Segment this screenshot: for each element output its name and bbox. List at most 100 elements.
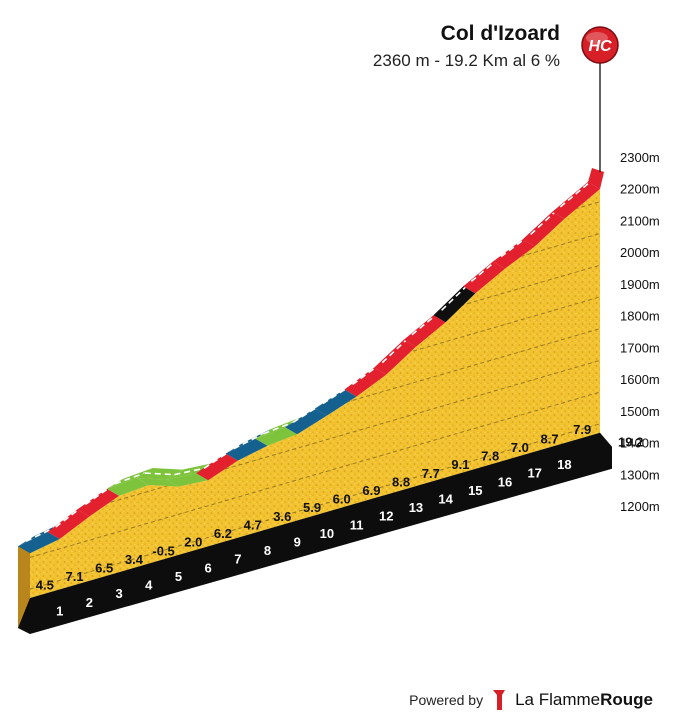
km-marker: 14 xyxy=(438,491,453,506)
gradient-band-front xyxy=(107,478,149,496)
gradient-percent-label: 7.0 xyxy=(511,440,529,455)
gradient-percent-label: 4.5 xyxy=(36,578,54,593)
km-marker: 1 xyxy=(56,603,63,618)
gradient-band-front xyxy=(522,211,565,247)
gradient-band-front xyxy=(344,367,387,397)
gradient-percent-label: 7.7 xyxy=(422,466,440,481)
gradient-band-front xyxy=(374,339,416,375)
elevation-tick-label: 2300m xyxy=(620,150,660,165)
gradient-band-front xyxy=(196,453,238,481)
gradient-percent-label: 7.1 xyxy=(65,569,83,584)
climb-title: Col d'Izoard xyxy=(440,22,560,45)
gradient-percent-label: 8.8 xyxy=(392,474,410,489)
elevation-gridline xyxy=(30,359,600,527)
elevation-tick-label: 2100m xyxy=(620,213,660,228)
elevation-tick-label: 1700m xyxy=(620,340,660,355)
gradient-band-cap xyxy=(588,168,604,190)
km-marker: 3 xyxy=(115,586,122,601)
gradient-percent-label: 6.5 xyxy=(95,560,113,575)
powered-by-label: Powered by xyxy=(409,692,484,708)
km-marker: 15 xyxy=(468,483,482,498)
gradient-band-front xyxy=(136,478,179,487)
elevation-tick-label: 1400m xyxy=(620,436,660,451)
gradient-band-front xyxy=(255,427,298,446)
final-distance-label: 19.2 xyxy=(618,435,643,450)
gradient-band-front xyxy=(285,408,327,435)
gradient-percent-label: 2.0 xyxy=(184,535,202,550)
km-marker: 2 xyxy=(86,595,93,610)
gradient-percent-label: 6.2 xyxy=(214,526,232,541)
km-marker: 6 xyxy=(205,560,212,575)
km-marker: 8 xyxy=(264,543,271,558)
gradient-band-front xyxy=(47,509,90,539)
gradient-band-front xyxy=(18,531,60,554)
km-marker: 4 xyxy=(145,578,153,593)
gradient-band-front xyxy=(552,182,600,219)
gradient-band-dash xyxy=(233,432,264,450)
gradient-band-dash xyxy=(559,176,597,208)
gradient-band-front xyxy=(493,239,535,269)
distance-base-bar xyxy=(18,432,612,634)
badge-circle xyxy=(581,26,619,64)
km-marker: 17 xyxy=(527,466,541,481)
gradient-percent-label: 7.8 xyxy=(481,449,499,464)
gradient-percent-label: 4.7 xyxy=(244,517,262,532)
climb-summary: 2360 m - 19.2 Km al 6 % xyxy=(372,51,560,70)
distance-base-bar-shape xyxy=(18,432,612,634)
badge-shine xyxy=(586,32,608,44)
footer-credit: Powered by La FlammeRouge xyxy=(409,686,653,714)
gradient-band-front xyxy=(403,315,446,347)
gradient-band-dash xyxy=(144,472,175,476)
gradient-band-dash xyxy=(114,472,146,485)
elevation-tick-label: 1900m xyxy=(620,277,660,292)
gradient-percent-label: -0.5 xyxy=(152,543,174,558)
gradient-percent-label: 3.4 xyxy=(125,552,144,567)
gradient-band-front xyxy=(225,438,268,461)
km-marker: 10 xyxy=(320,526,334,541)
brand-name[interactable]: La FlammeRouge xyxy=(515,690,653,710)
category-badge-marker: HC xyxy=(581,26,619,173)
gradient-band-front xyxy=(77,488,120,517)
km-marker: 12 xyxy=(379,509,393,524)
gradient-band-front xyxy=(314,389,357,416)
gradient-percent-label: 5.9 xyxy=(303,500,321,515)
elevation-tick-label: 2000m xyxy=(620,245,660,260)
gradient-band-dash xyxy=(203,447,235,469)
km-marker: 16 xyxy=(498,474,512,489)
flame-logo-icon xyxy=(493,690,506,710)
gradient-band-layer xyxy=(18,168,604,554)
elevation-tick-label: 1300m xyxy=(620,467,660,482)
elevation-tick-label: 1500m xyxy=(620,404,660,419)
elevation-tick-label: 2200m xyxy=(620,182,660,197)
brand-name-light: La Flamme xyxy=(515,690,601,709)
km-marker: 7 xyxy=(234,552,241,567)
gradient-percent-label: 8.7 xyxy=(540,431,558,446)
elevation-gridline xyxy=(30,391,600,558)
chart-labels-layer: 12345678910111213141516171819.24.57.16.5… xyxy=(36,150,660,618)
km-marker: 5 xyxy=(175,569,182,584)
gradient-percent-label: 3.6 xyxy=(273,509,291,524)
gradient-band-front xyxy=(166,473,209,487)
km-marker: 13 xyxy=(409,500,423,515)
gradient-percent-label: 7.9 xyxy=(573,422,591,437)
elevation-gridline xyxy=(30,423,600,590)
km-marker: 18 xyxy=(557,457,571,472)
elevation-tick-label: 1600m xyxy=(620,372,660,387)
gradient-percent-label: 6.0 xyxy=(333,492,351,507)
badge-label: HC xyxy=(588,38,612,55)
gradient-percent-label: 6.9 xyxy=(362,483,380,498)
gradient-band-dash xyxy=(25,526,57,542)
gradient-percent-label: 9.1 xyxy=(451,457,469,472)
gradient-band-front xyxy=(433,286,476,323)
gradient-band-dash xyxy=(263,421,294,435)
brand-name-bold: Rouge xyxy=(600,690,653,709)
gradient-band-dash xyxy=(174,467,205,476)
km-marker: 11 xyxy=(350,517,364,532)
gradient-band-front xyxy=(463,261,505,294)
profile-area xyxy=(30,189,600,598)
gradient-band-dash xyxy=(322,383,353,405)
km-marker: 9 xyxy=(294,535,301,550)
elevation-tick-label: 1200m xyxy=(620,499,660,514)
elevation-tick-label: 1800m xyxy=(620,309,660,324)
